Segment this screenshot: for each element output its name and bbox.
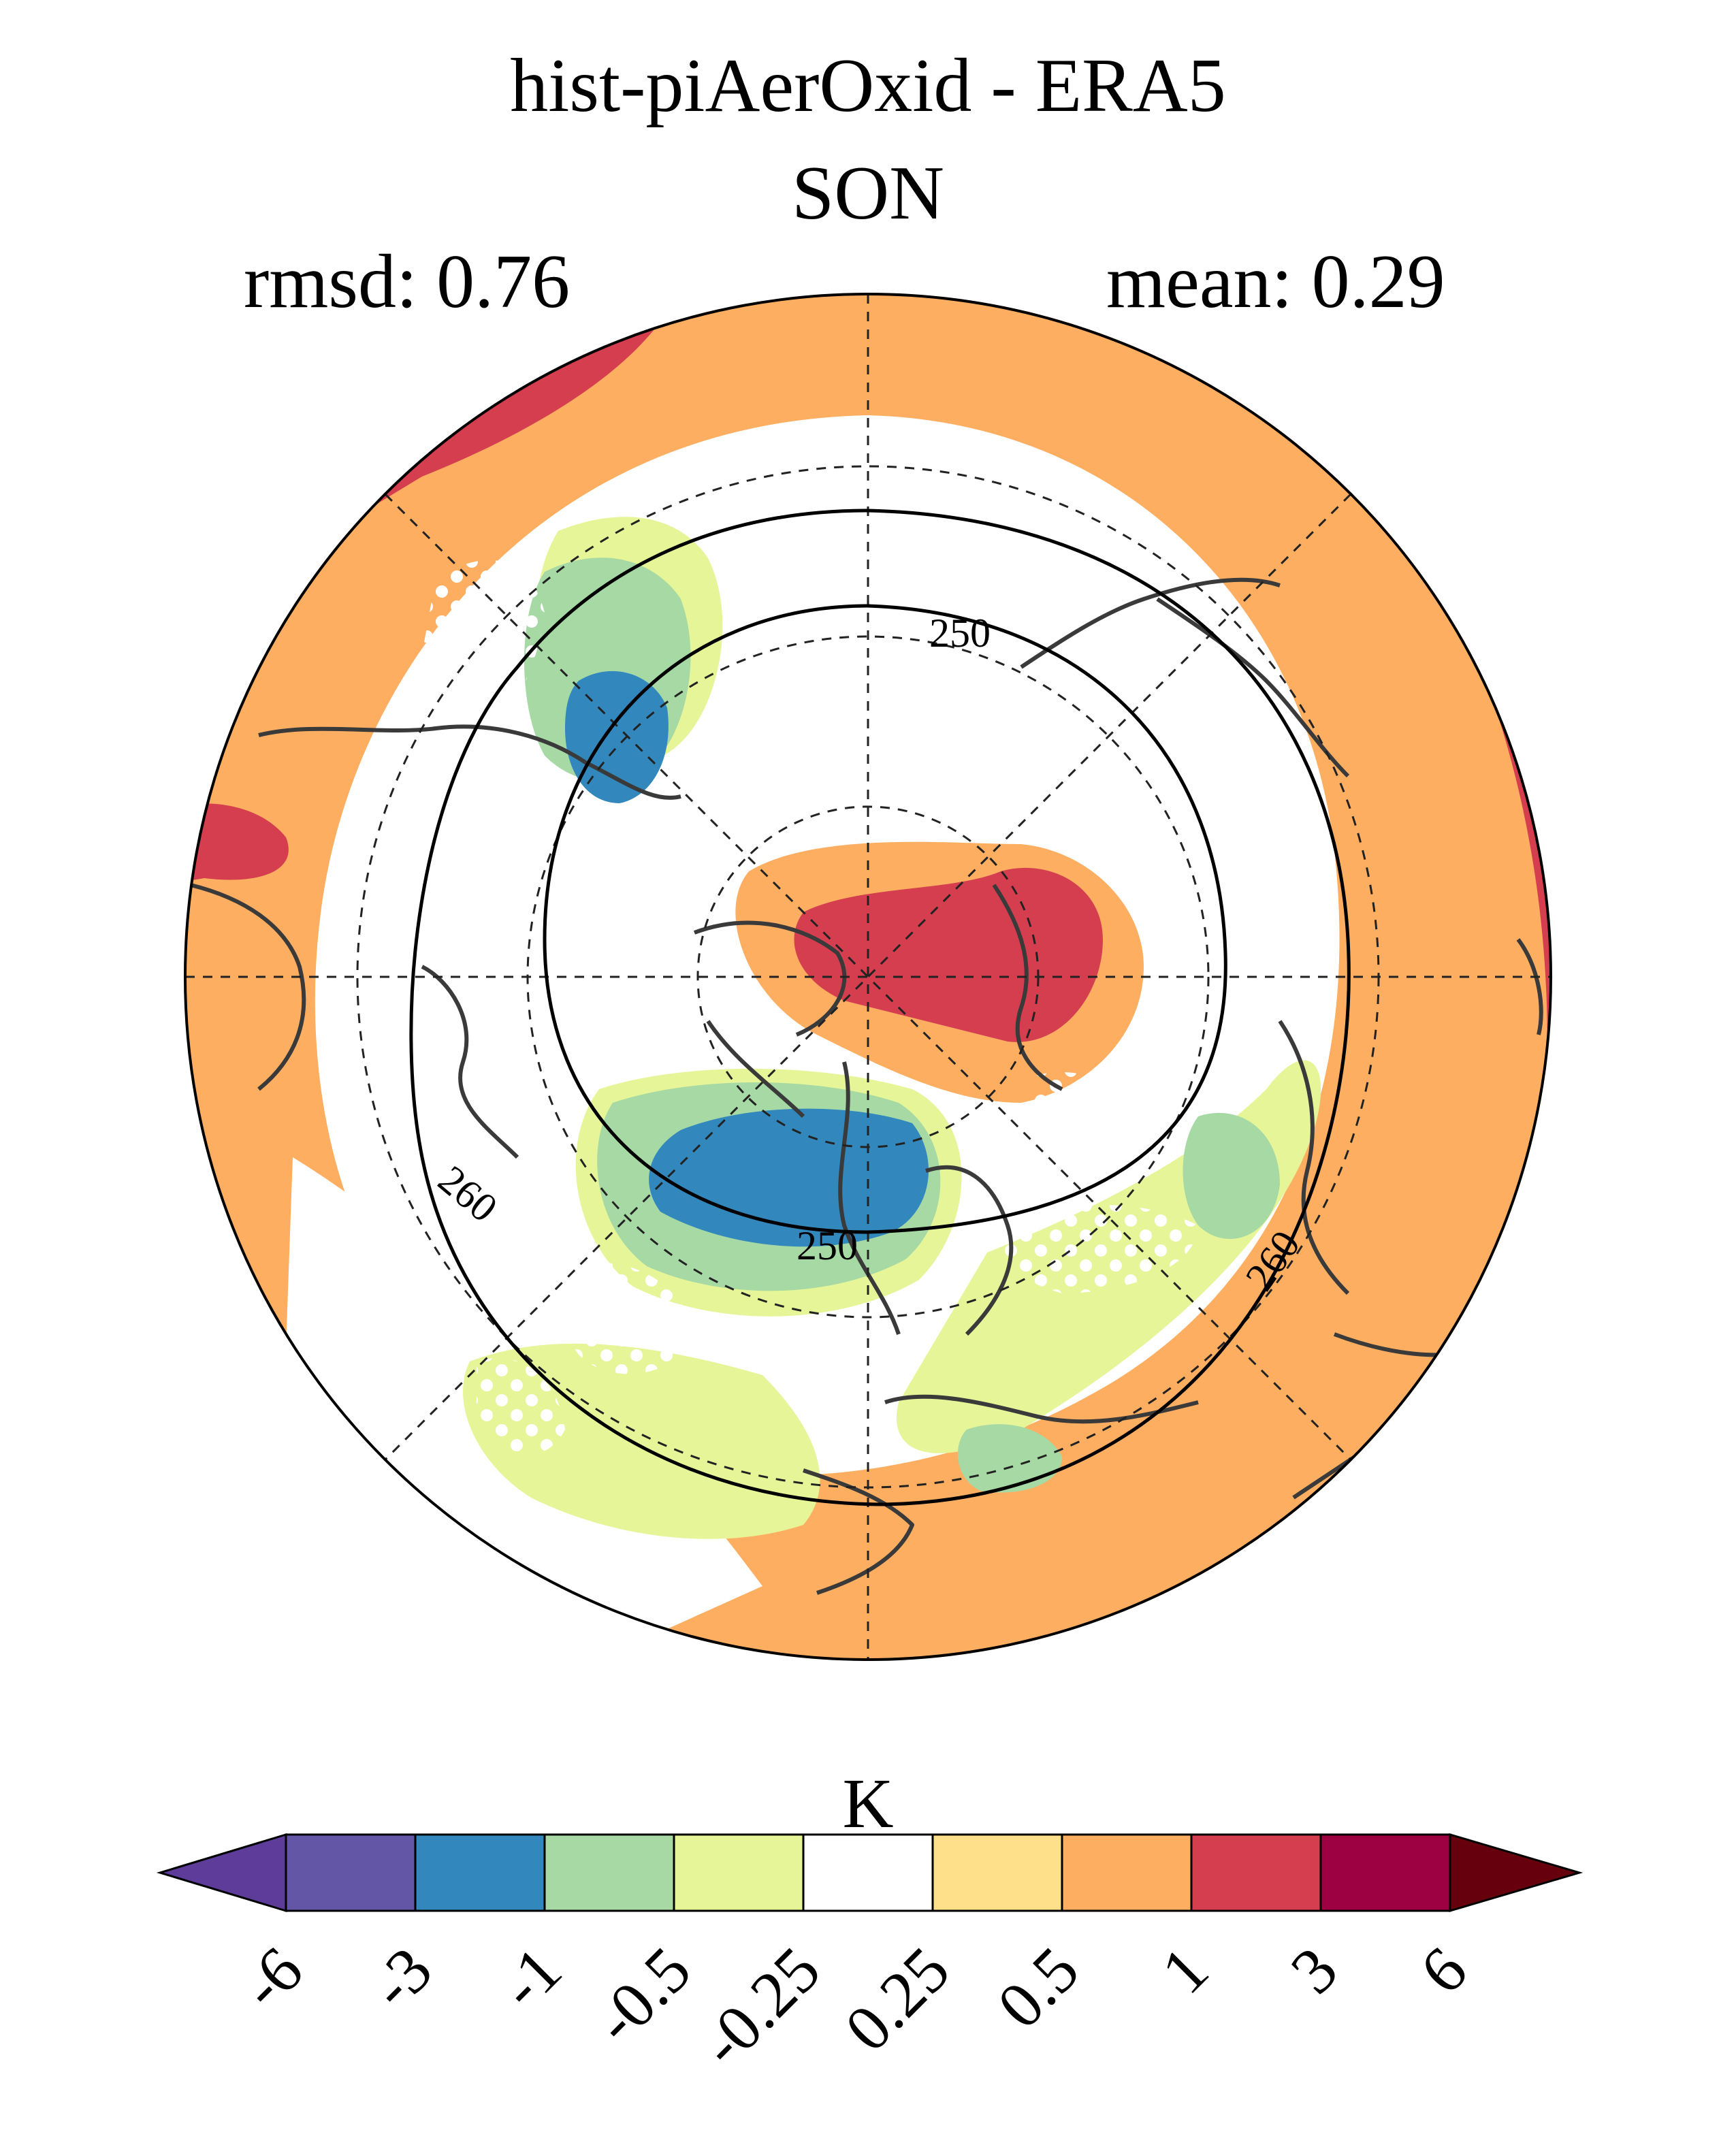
colorbar-tick-label: 1 <box>1147 1933 1222 2007</box>
colorbar-tick-label: 0.5 <box>983 1933 1093 2042</box>
rmsd-label: rmsd: 0.76 <box>244 240 570 324</box>
mean-label: mean: 0.29 <box>1106 240 1445 324</box>
colorbar-tick-label: -1 <box>485 1933 575 2022</box>
colorbar-bin <box>1061 1833 1193 1912</box>
climatology-contours <box>409 509 1351 1506</box>
field-green-med <box>957 1424 1062 1493</box>
graticule <box>185 294 1551 1660</box>
colorbar-bin <box>414 1833 546 1912</box>
colorbar-tick-label: 3 <box>1276 1933 1351 2007</box>
colorbar-bin <box>673 1833 805 1912</box>
field-orange-tongue <box>1360 735 1513 1325</box>
colorbar-tick-label: -0.25 <box>686 1933 834 2080</box>
colorbar-tick-label: -3 <box>356 1933 446 2022</box>
field-blue-atlantic <box>649 1108 929 1247</box>
polar-map <box>185 294 1551 1660</box>
colorbar-extend-low <box>156 1833 287 1913</box>
season-label: SON <box>791 151 945 236</box>
significance-stippling <box>417 497 1229 1455</box>
colorbar-tick-label: 0.25 <box>831 1933 963 2065</box>
contour-250 <box>543 604 1227 1234</box>
colorbar-bin <box>543 1833 675 1912</box>
colorbar-tick-label: -0.5 <box>580 1933 705 2057</box>
colorbar-bin <box>931 1833 1063 1912</box>
map-border <box>184 293 1552 1661</box>
colorbar-tick-label: 6 <box>1406 1933 1481 2007</box>
colorbar-bin <box>802 1833 934 1912</box>
colorbar-extend-high <box>1449 1833 1584 1913</box>
colorbar-bin <box>1190 1833 1322 1912</box>
field-blue-canada <box>565 671 669 803</box>
contour-260 <box>409 509 1351 1506</box>
colorbar-tick-label: -6 <box>227 1933 317 2022</box>
map-title: hist-piAerOxid - ERA5 <box>510 44 1226 128</box>
colorbar-units-label: K <box>842 1764 894 1843</box>
contour-label-250-south: 250 <box>797 1223 858 1268</box>
contour-label-250-north: 250 <box>929 611 991 656</box>
field-green-asia <box>1183 1112 1280 1239</box>
colorbar-bin <box>1319 1833 1451 1912</box>
colorbar: -6 -3 -1 -0.5-0.250.25 0.5 1 3 6 <box>156 1833 1584 2080</box>
colorbar-bin <box>285 1833 417 1912</box>
